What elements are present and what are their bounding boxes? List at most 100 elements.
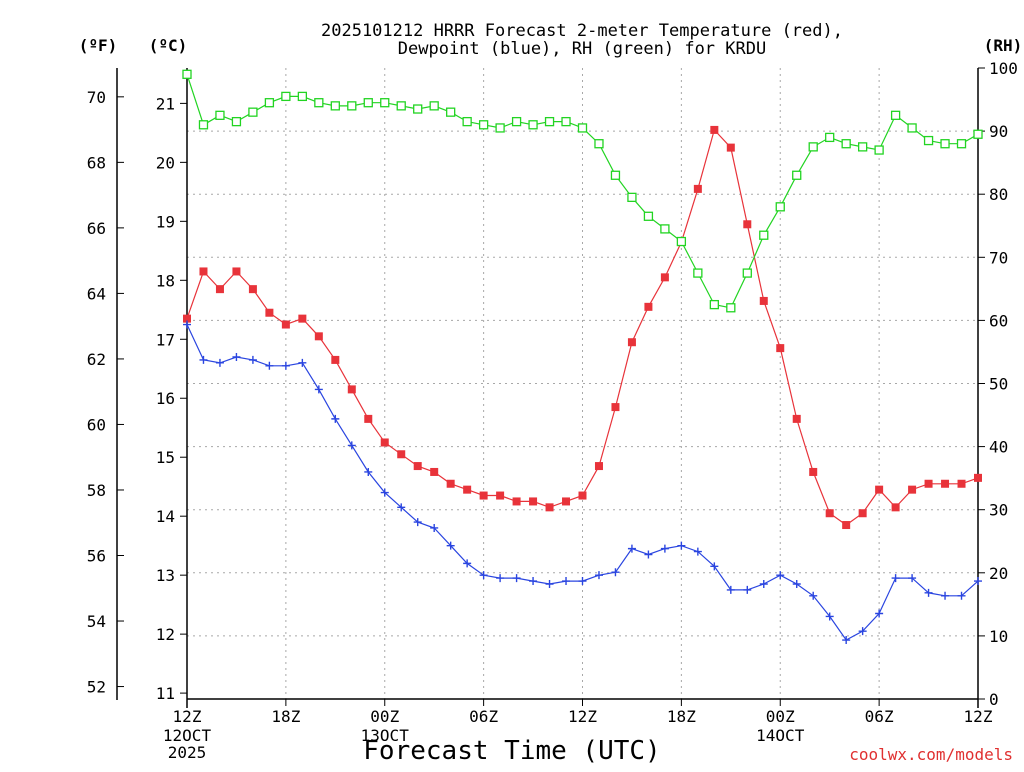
rh-point — [330, 101, 340, 111]
series-layer — [182, 69, 983, 645]
rh-tick-label: 0 — [989, 690, 999, 709]
temperature-point — [842, 521, 851, 530]
temperature-point — [693, 184, 702, 193]
dewpoint-point — [347, 441, 356, 450]
dewpoint-point — [594, 571, 603, 580]
temperature-point — [759, 296, 768, 305]
dewpoint-point — [380, 488, 389, 497]
dewpoint-point — [248, 355, 257, 364]
dewpoint-point — [644, 550, 653, 559]
temperature-point — [611, 403, 620, 412]
dewpoint-point — [545, 580, 554, 589]
temperature-point — [792, 414, 801, 423]
temperature-point — [594, 462, 603, 471]
rh-point — [890, 110, 901, 120]
fahrenheit-tick-label: 56 — [87, 547, 106, 566]
temperature-point — [627, 338, 636, 347]
dewpoint-point — [627, 544, 636, 553]
dewpoint-point — [364, 467, 373, 476]
temperature-point — [924, 479, 933, 488]
dewpoint-point — [941, 591, 950, 600]
temperature-point — [446, 479, 455, 488]
rh-tick-label: 90 — [989, 122, 1008, 141]
dewpoint-point — [562, 577, 571, 586]
rh-point — [742, 268, 752, 278]
fahrenheit-tick-label: 66 — [87, 219, 106, 238]
dewpoint-point — [199, 355, 208, 364]
temperature-point — [908, 485, 917, 494]
temperature-point — [545, 503, 554, 512]
dewpoint-point — [463, 559, 472, 568]
celsius-tick-label: 13 — [156, 566, 175, 585]
fahrenheit-tick-label: 64 — [87, 284, 106, 303]
dewpoint-point — [677, 541, 686, 550]
rh-point — [561, 116, 571, 127]
rh-point — [528, 120, 538, 130]
dewpoint-point — [578, 577, 587, 586]
fahrenheit-tick-label: 70 — [87, 88, 106, 107]
temperature-point — [875, 485, 884, 494]
fahrenheit-tick-label: 52 — [87, 678, 106, 697]
temperature-point — [957, 479, 966, 488]
dewpoint-point — [496, 574, 505, 583]
time-tick-label: 06Z — [865, 707, 894, 726]
celsius-tick-label: 12 — [156, 625, 175, 644]
rh-point — [297, 91, 308, 102]
time-tick-label: 12Z — [568, 707, 597, 726]
temperature-point — [496, 491, 505, 500]
rh-point — [380, 98, 390, 108]
temperature-point — [479, 491, 488, 500]
fahrenheit-unit-label: (ºF) — [79, 36, 118, 55]
time-tick-label: 06Z — [469, 707, 498, 726]
rh-point — [314, 98, 324, 108]
temperature-point — [578, 491, 587, 500]
temperature-point — [644, 302, 653, 311]
dewpoint-point — [825, 612, 834, 621]
dewpoint-point — [710, 562, 719, 571]
temperature-point — [463, 485, 472, 494]
rh-point — [956, 139, 967, 149]
rh-point — [264, 98, 275, 108]
temperature-point — [512, 497, 521, 506]
rh-tick-label: 30 — [989, 501, 1008, 520]
dewpoint-point — [611, 568, 620, 577]
rh-tick-label: 100 — [989, 59, 1018, 78]
rh-point — [413, 104, 423, 114]
temperature-point — [430, 467, 439, 476]
dewpoint-point — [875, 609, 884, 618]
rh-tick-label: 70 — [989, 248, 1008, 267]
temperature-point — [974, 473, 982, 482]
rh-point — [709, 299, 719, 310]
date-tick-label: 12OCT — [163, 726, 212, 745]
dewpoint-point — [957, 591, 966, 600]
dewpoint-point — [183, 320, 191, 329]
dewpoint-point — [726, 585, 735, 594]
rh-tick-label: 10 — [989, 627, 1008, 646]
rh-point — [248, 107, 258, 117]
chart-title-line-1: 2025101212 HRRR Forecast 2-meter Tempera… — [321, 21, 843, 41]
temperature-point — [809, 467, 818, 476]
time-tick-label: 12Z — [964, 707, 993, 726]
dewpoint-point — [858, 627, 867, 636]
temperature-point — [562, 497, 571, 506]
rh-unit-label: (RH) — [984, 36, 1023, 55]
rh-point — [281, 91, 291, 102]
temperature-point — [281, 320, 290, 329]
temperature-point — [660, 273, 669, 282]
temperature-point — [347, 385, 356, 394]
rh-point — [544, 116, 555, 127]
grid-lines — [187, 68, 978, 699]
temperature-point — [183, 314, 191, 323]
rh-point — [462, 116, 472, 127]
time-tick-label: 18Z — [271, 707, 300, 726]
rh-point — [857, 142, 868, 152]
rh-point — [808, 142, 818, 152]
rh-tick-label: 40 — [989, 438, 1008, 457]
rh-point — [478, 120, 489, 130]
dewpoint-point — [430, 523, 439, 532]
temperature-point — [364, 414, 373, 423]
date-tick-label: 13OCT — [361, 726, 410, 745]
celsius-tick-label: 14 — [156, 507, 175, 526]
rh-point — [775, 202, 785, 212]
